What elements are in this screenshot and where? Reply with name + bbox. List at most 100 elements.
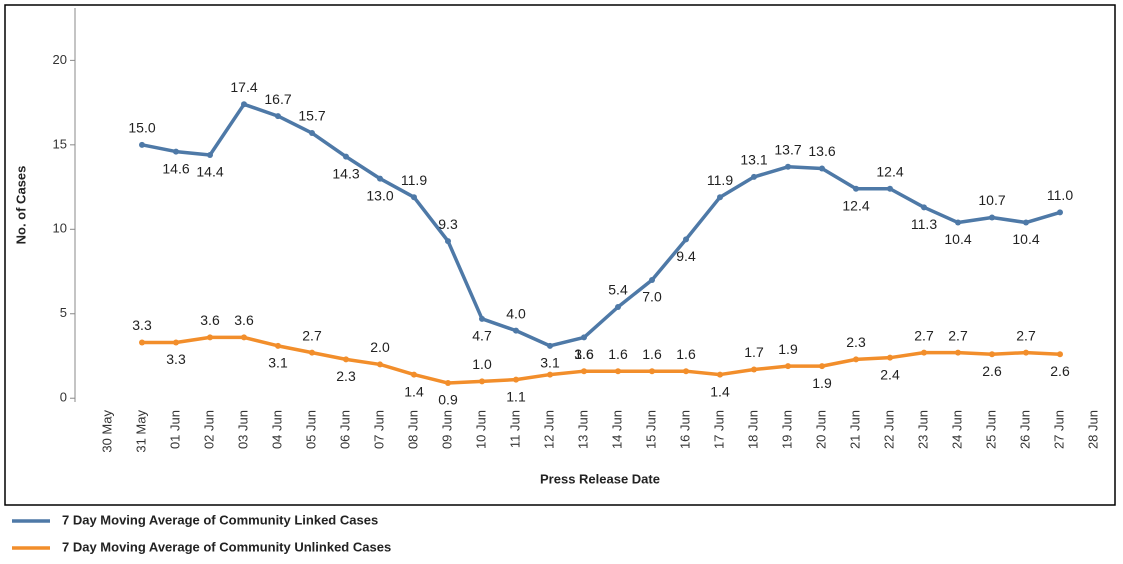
x-tick-label: 28 Jun — [1085, 410, 1100, 449]
point — [513, 327, 519, 334]
data-label: 14.3 — [332, 165, 359, 181]
point — [717, 194, 723, 201]
data-label: 2.3 — [846, 334, 866, 350]
legend-label: 7 Day Moving Average of Community Linked… — [62, 512, 378, 527]
data-label: 12.4 — [876, 163, 903, 179]
point — [853, 356, 859, 363]
data-label: 11.9 — [401, 172, 427, 188]
point — [581, 368, 587, 375]
data-label: 1.9 — [778, 341, 798, 357]
x-tick-label: 03 Jun — [235, 410, 250, 449]
x-tick-label: 18 Jun — [745, 410, 760, 449]
point — [649, 276, 655, 283]
point — [717, 371, 723, 378]
point — [309, 349, 315, 356]
x-tick-label: 19 Jun — [779, 410, 794, 449]
data-label: 1.1 — [506, 388, 526, 404]
x-tick-label: 14 Jun — [609, 410, 624, 449]
point — [479, 378, 485, 385]
point — [955, 349, 961, 356]
data-label: 13.7 — [774, 141, 801, 157]
y-tick-label: 0 — [60, 390, 67, 405]
x-tick-label: 20 Jun — [813, 410, 828, 449]
y-tick-label: 5 — [60, 305, 67, 320]
data-label: 10.4 — [1012, 231, 1039, 247]
x-tick-label: 22 Jun — [881, 410, 896, 449]
point — [445, 238, 451, 245]
x-tick-label: 17 Jun — [711, 410, 726, 449]
data-label: 9.4 — [676, 248, 696, 264]
data-label: 3.3 — [132, 317, 152, 333]
x-tick-label: 16 Jun — [677, 410, 692, 449]
data-label: 3.6 — [234, 312, 254, 328]
data-label: 10.4 — [944, 231, 971, 247]
point — [1023, 219, 1029, 226]
point — [989, 214, 995, 221]
point — [411, 194, 417, 201]
data-label: 1.9 — [812, 375, 832, 391]
x-tick-label: 01 Jun — [167, 410, 182, 449]
x-tick-label: 08 Jun — [405, 410, 420, 449]
data-label: 1.6 — [642, 346, 662, 362]
point — [207, 334, 213, 341]
data-label: 1.0 — [472, 356, 492, 372]
x-tick-label: 13 Jun — [575, 410, 590, 449]
point — [1057, 351, 1063, 358]
x-tick-label: 25 Jun — [983, 410, 998, 449]
point — [309, 130, 315, 137]
x-tick-label: 26 Jun — [1017, 410, 1032, 449]
frame — [4, 4, 1116, 506]
data-label: 5.4 — [608, 282, 628, 298]
point — [411, 371, 417, 378]
x-tick-label: 27 Jun — [1051, 410, 1066, 449]
point — [513, 376, 519, 383]
data-label: 13.1 — [740, 152, 767, 168]
data-label: 3.6 — [200, 312, 220, 328]
x-tick-label: 30 May — [99, 410, 114, 453]
point — [139, 141, 145, 148]
data-label: 2.7 — [1016, 327, 1036, 343]
data-label: 7.0 — [642, 289, 662, 305]
data-label: 0.9 — [438, 392, 458, 408]
x-tick-label: 09 Jun — [439, 410, 454, 449]
data-label: 1.7 — [744, 344, 764, 360]
point — [887, 185, 893, 192]
series-line — [141, 102, 1061, 348]
data-label: 1.6 — [608, 346, 628, 362]
point — [853, 185, 859, 192]
data-label: 2.7 — [948, 327, 968, 343]
point — [1057, 209, 1063, 216]
data-label: 12.4 — [842, 197, 869, 213]
x-tick-label: 06 Jun — [337, 410, 352, 449]
data-label: 2.3 — [336, 368, 356, 384]
point — [751, 366, 757, 373]
point — [921, 204, 927, 211]
x-tick-label: 07 Jun — [371, 410, 386, 449]
point — [547, 342, 553, 349]
x-tick-label: 11 Jun — [507, 410, 522, 448]
data-label: 17.4 — [230, 79, 257, 95]
point — [173, 148, 179, 155]
data-label: 3.1 — [268, 355, 288, 371]
data-label: 4.7 — [472, 328, 492, 344]
data-label: 3.6 — [574, 346, 594, 362]
data-label: 2.4 — [880, 366, 900, 382]
x-tick-label: 10 Jun — [473, 410, 488, 449]
point — [921, 349, 927, 356]
x-tick-label: 23 Jun — [915, 410, 930, 449]
x-tick-label: 04 Jun — [269, 410, 284, 449]
data-label: 13.6 — [808, 143, 835, 159]
point — [207, 151, 213, 158]
point — [955, 219, 961, 226]
point — [173, 339, 179, 346]
x-axis-title: Press Release Date — [540, 471, 660, 486]
data-label: 13.0 — [366, 187, 393, 203]
data-label: 3.3 — [166, 351, 186, 367]
y-tick-label: 20 — [53, 52, 67, 67]
legend-label: 7 Day Moving Average of Community Unlink… — [62, 539, 391, 554]
data-label: 1.4 — [710, 383, 730, 399]
point — [1023, 349, 1029, 356]
point — [649, 368, 655, 375]
point — [819, 165, 825, 172]
